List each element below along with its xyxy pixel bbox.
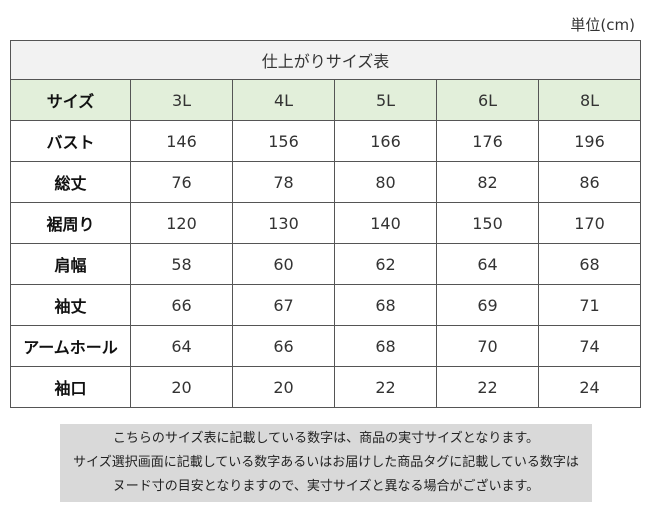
note-line: サイズ選択画面に記載している数字あるいはお届けした商品タグに記載している数字は (73, 455, 579, 470)
table-cell: 80 (334, 161, 437, 203)
table-row: 袖口 20 20 22 22 24 (10, 366, 641, 408)
table-row: 総丈 76 78 80 82 86 (10, 161, 641, 203)
table-cell: 69 (436, 284, 539, 326)
size-header-4l: 4L (232, 79, 335, 121)
table-cell: 66 (232, 325, 335, 367)
table-title: 仕上がりサイズ表 (10, 40, 641, 80)
note-line: ヌード寸の目安となりますので、実寸サイズと異なる場合がございます。 (112, 479, 540, 494)
table-cell: 22 (334, 366, 437, 408)
table-cell: 82 (436, 161, 539, 203)
table-cell: 76 (130, 161, 233, 203)
row-label: 総丈 (10, 161, 131, 203)
row-label: 裾周り (10, 202, 131, 244)
table-cell: 140 (334, 202, 437, 244)
row-label: バスト (10, 120, 131, 162)
row-label: 肩幅 (10, 243, 131, 285)
table-cell: 166 (334, 120, 437, 162)
table-title-row: 仕上がりサイズ表 (10, 40, 641, 80)
size-header-6l: 6L (436, 79, 539, 121)
table-cell: 156 (232, 120, 335, 162)
table-cell: 170 (538, 202, 641, 244)
table-cell: 70 (436, 325, 539, 367)
table-cell: 74 (538, 325, 641, 367)
size-header-5l: 5L (334, 79, 437, 121)
table-cell: 146 (130, 120, 233, 162)
table-cell: 62 (334, 243, 437, 285)
size-header-3l: 3L (130, 79, 233, 121)
table-row: 裾周り 120 130 140 150 170 (10, 202, 641, 244)
table-cell: 24 (538, 366, 641, 408)
table-cell: 66 (130, 284, 233, 326)
table-cell: 86 (538, 161, 641, 203)
table-cell: 20 (130, 366, 233, 408)
unit-label: 単位(cm) (570, 16, 635, 34)
row-label: 袖丈 (10, 284, 131, 326)
table-cell: 130 (232, 202, 335, 244)
table-row: 肩幅 58 60 62 64 68 (10, 243, 641, 285)
table-row: アームホール 64 66 68 70 74 (10, 325, 641, 367)
table-cell: 71 (538, 284, 641, 326)
table-row: 袖丈 66 67 68 69 71 (10, 284, 641, 326)
table-cell: 20 (232, 366, 335, 408)
table-header-row: サイズ 3L 4L 5L 6L 8L (10, 79, 641, 121)
table-cell: 68 (538, 243, 641, 285)
table-cell: 64 (436, 243, 539, 285)
size-table: 仕上がりサイズ表 サイズ 3L 4L 5L 6L 8L バスト 146 156 166… (10, 40, 641, 408)
table-cell: 78 (232, 161, 335, 203)
row-label: アームホール (10, 325, 131, 367)
table-cell: 150 (436, 202, 539, 244)
table-cell: 22 (436, 366, 539, 408)
table-cell: 68 (334, 284, 437, 326)
size-header-8l: 8L (538, 79, 641, 121)
table-cell: 68 (334, 325, 437, 367)
row-label: 袖口 (10, 366, 131, 408)
table-cell: 67 (232, 284, 335, 326)
note-line: こちらのサイズ表に記載している数字は、商品の実寸サイズとなります。 (112, 431, 540, 446)
table-cell: 176 (436, 120, 539, 162)
size-note: こちらのサイズ表に記載している数字は、商品の実寸サイズとなります。 サイズ選択画… (60, 424, 592, 502)
table-cell: 120 (130, 202, 233, 244)
size-header-label: サイズ (10, 79, 131, 121)
table-cell: 64 (130, 325, 233, 367)
table-row: バスト 146 156 166 176 196 (10, 120, 641, 162)
table-cell: 58 (130, 243, 233, 285)
table-cell: 196 (538, 120, 641, 162)
table-cell: 60 (232, 243, 335, 285)
